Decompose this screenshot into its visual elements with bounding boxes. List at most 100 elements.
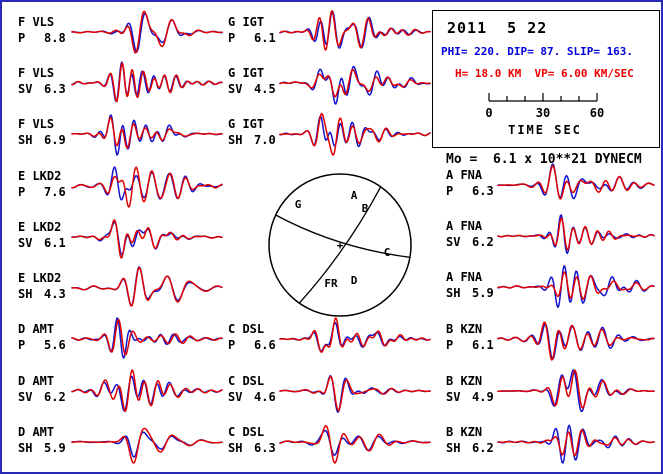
station-name: G IGT [228, 15, 265, 29]
station-name: C DSL [228, 374, 265, 388]
fit-value: 6.2 [472, 441, 494, 455]
waveform-plot [497, 265, 655, 308]
station-label: F VLS P 8.8 [18, 14, 66, 46]
time-scale-ruler [488, 93, 598, 102]
component-label: P [446, 184, 454, 198]
station-label: D AMT SV 6.2 [18, 373, 66, 405]
station-name: D AMT [18, 374, 55, 388]
component-and-fit: P 6.6 [228, 337, 276, 353]
station-label: A FNA P 6.3 [446, 167, 494, 199]
component-label: SV [228, 390, 243, 404]
fit-value: 6.6 [254, 338, 276, 352]
station-label: D AMT SH 5.9 [18, 424, 66, 456]
station-label: E LKD2 SH 4.3 [18, 270, 66, 302]
fit-value: 6.2 [472, 235, 494, 249]
station-name: E LKD2 [18, 220, 62, 234]
station-name: F VLS [18, 117, 55, 131]
station-label: E LKD2 SV 6.1 [18, 219, 66, 251]
synthetic-waveform [279, 68, 431, 98]
fit-value: 6.1 [254, 31, 276, 45]
waveform-plot [497, 163, 655, 200]
component-label: P [18, 185, 26, 199]
component-and-fit: SV 4.5 [228, 81, 276, 97]
focal-sphere-outline [268, 173, 412, 317]
station-label: C DSL SV 4.6 [228, 373, 276, 405]
time-tick-0: 0 [485, 106, 493, 120]
time-tick-60: 60 [589, 106, 605, 120]
component-label: P [228, 31, 236, 45]
station-name: E LKD2 [18, 169, 62, 183]
component-label: P [18, 338, 26, 352]
station-label: G IGT P 6.1 [228, 14, 276, 46]
station-name: B KZN [446, 374, 483, 388]
waveform-plot [71, 317, 223, 359]
station-label: C DSL P 6.6 [228, 321, 276, 353]
waveform-plot [71, 369, 223, 413]
component-and-fit: SH 4.3 [18, 286, 66, 302]
component-label: SV [18, 82, 33, 96]
synthetic-waveform [71, 318, 223, 356]
station-name: G IGT [228, 117, 265, 131]
fit-value: 6.3 [44, 82, 66, 96]
fit-value: 6.1 [44, 236, 66, 250]
fit-value: 6.2 [44, 390, 66, 404]
station-name: A FNA [446, 219, 483, 233]
station-name: C DSL [228, 425, 265, 439]
fit-value: 5.6 [44, 338, 66, 352]
trace-a-fna-sv: A FNA SV 6.2 [446, 213, 655, 259]
component-label: SH [18, 441, 33, 455]
station-label: F VLS SH 6.9 [18, 116, 66, 148]
beachball-station-b: B [362, 202, 369, 215]
fit-value: 7.6 [44, 185, 66, 199]
component-label: SV [446, 235, 461, 249]
trace-f-vls-sv: F VLS SV 6.3 [18, 60, 223, 106]
station-name: A FNA [446, 168, 483, 182]
observed-waveform [497, 323, 655, 361]
synthetic-waveform [497, 271, 655, 300]
trace-e-lkd2-sv: E LKD2 SV 6.1 [18, 214, 223, 260]
beachball-station-fr: FR [324, 277, 338, 290]
component-label: SV [18, 236, 33, 250]
trace-b-kzn-sv: B KZN SV 4.9 [446, 368, 655, 414]
waveform-plot [279, 317, 431, 353]
trace-c-dsl-sv: C DSL SV 4.6 [228, 368, 431, 414]
station-name: B KZN [446, 425, 483, 439]
waveform-plot [279, 10, 431, 51]
event-date: 2011 5 22 [447, 19, 548, 37]
nodal-plane-1 [298, 186, 382, 304]
station-name: C DSL [228, 322, 265, 336]
component-and-fit: P 5.6 [18, 337, 66, 353]
waveform-plot [497, 424, 655, 464]
station-name: E LKD2 [18, 271, 62, 285]
synthetic-waveform [497, 321, 655, 361]
trace-f-vls-sh: F VLS SH 6.9 [18, 111, 223, 157]
waveform-plot [279, 425, 431, 464]
trace-g-igt-sv: G IGT SV 4.5 [228, 60, 431, 106]
waveform-plot [279, 65, 431, 105]
synthetic-waveform [71, 166, 223, 208]
component-label: P [18, 31, 26, 45]
beachball-station-d: D [351, 274, 358, 287]
beachball-station-c: C [384, 246, 391, 259]
trace-b-kzn-sh: B KZN SH 6.2 [446, 419, 655, 465]
synthetic-waveform [71, 369, 223, 413]
component-and-fit: P 8.8 [18, 30, 66, 46]
trace-d-amt-p: D AMT P 5.6 [18, 316, 223, 362]
component-label: SH [228, 441, 243, 455]
station-name: A FNA [446, 270, 483, 284]
fit-value: 4.9 [472, 390, 494, 404]
component-label: SV [228, 82, 243, 96]
synthetic-waveform [279, 375, 431, 412]
fit-value: 4.6 [254, 390, 276, 404]
station-label: G IGT SV 4.5 [228, 65, 276, 97]
waveform-plot [71, 114, 223, 156]
observed-waveform [497, 163, 655, 200]
observed-waveform [71, 114, 223, 156]
station-name: D AMT [18, 322, 55, 336]
component-label: SH [18, 133, 33, 147]
fit-value: 6.1 [472, 338, 494, 352]
component-label: SH [18, 287, 33, 301]
observed-waveform [71, 317, 223, 359]
waveform-plot [497, 321, 655, 361]
fit-value: 5.9 [472, 286, 494, 300]
